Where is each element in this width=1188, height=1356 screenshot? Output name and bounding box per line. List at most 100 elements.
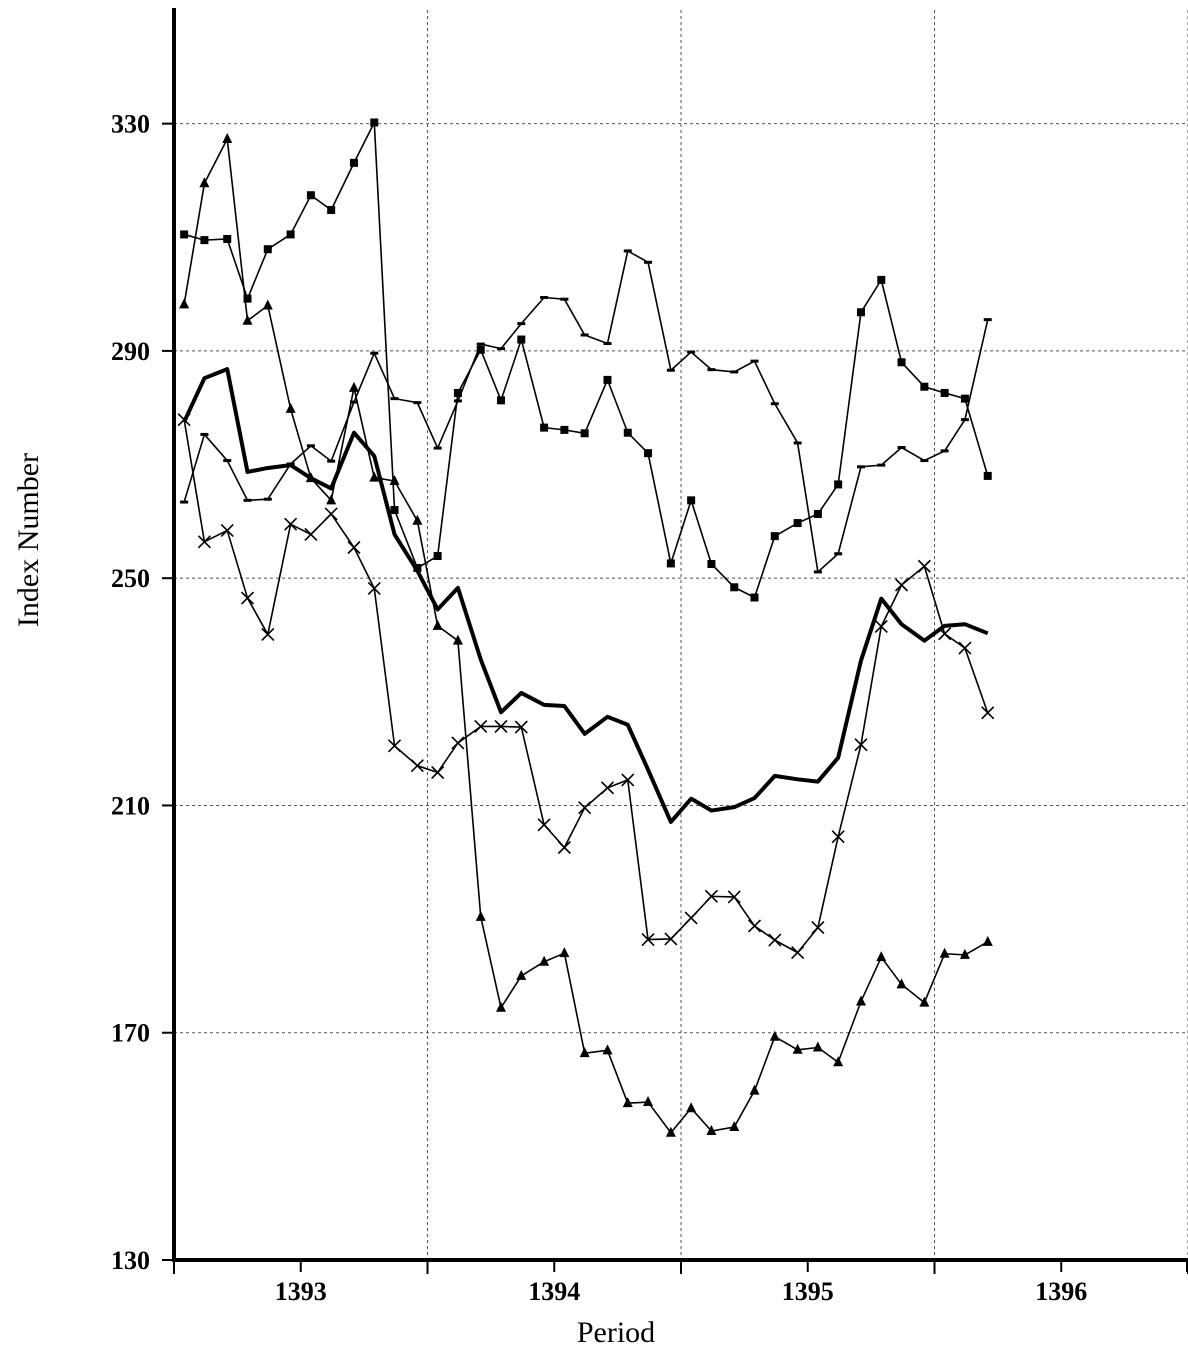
y-tick-label: 130	[111, 1246, 150, 1275]
data-point-triangle	[919, 996, 930, 1007]
data-point-x	[768, 933, 782, 947]
data-point-x	[684, 911, 698, 925]
data-point-x	[261, 627, 275, 641]
data-point-dash	[983, 318, 992, 322]
data-point-x	[347, 540, 361, 555]
data-point-square	[390, 506, 399, 514]
data-point-square	[623, 428, 632, 437]
x-tick-label: 1396	[1035, 1277, 1087, 1306]
data-point-x	[854, 738, 868, 752]
data-point-dash	[476, 342, 485, 346]
data-point-x	[811, 921, 825, 935]
data-point-triangle	[769, 1030, 780, 1041]
data-point-x	[894, 578, 909, 592]
data-point-x	[431, 765, 445, 780]
y-tick-label: 210	[111, 791, 150, 820]
data-point-triangle	[199, 177, 210, 188]
data-point-square	[433, 552, 442, 561]
data-point-square	[750, 593, 759, 602]
data-point-square	[180, 230, 189, 239]
data-point-square	[286, 230, 295, 239]
data-point-x	[641, 932, 655, 947]
data-point-square	[476, 345, 485, 354]
x-tick-label: 1394	[528, 1277, 580, 1306]
data-point-dash	[517, 322, 526, 326]
data-point-dash	[497, 347, 506, 351]
data-point-dash	[770, 402, 779, 406]
data-point-square	[960, 394, 969, 403]
data-point-dash	[560, 297, 569, 301]
y-tick-label: 170	[111, 1019, 150, 1048]
data-point-square	[770, 532, 779, 541]
data-point-triangle	[939, 947, 950, 958]
data-point-square	[370, 118, 379, 127]
data-point-x	[474, 719, 488, 734]
data-point-dash	[897, 446, 906, 449]
data-point-dash	[327, 459, 336, 463]
data-point-x	[664, 932, 678, 946]
data-point-triangle	[749, 1084, 760, 1095]
data-point-x	[304, 527, 318, 541]
data-point-triangle	[326, 494, 337, 505]
data-point-x	[514, 720, 528, 734]
data-point-square	[243, 294, 252, 303]
data-point-square	[263, 245, 272, 254]
data-point-square	[644, 449, 653, 458]
data-point-square	[983, 471, 992, 480]
data-point-x	[727, 890, 741, 904]
series-lines	[177, 118, 995, 1137]
data-point-dash	[856, 465, 865, 469]
data-point-square	[877, 275, 886, 284]
data-point-triangle	[242, 314, 253, 325]
axes: 130 170 210 250 290 330 1393 1394 1395 1396	[111, 8, 1188, 1306]
data-point-dash	[940, 449, 949, 453]
data-point-triangle	[475, 910, 486, 921]
data-point-dash	[200, 432, 209, 436]
data-point-square	[497, 396, 506, 405]
data-point-dash	[603, 342, 612, 346]
data-point-dash	[666, 368, 675, 372]
y-tick-label: 290	[111, 337, 150, 366]
data-point-triangle	[496, 1001, 507, 1012]
data-point-triangle	[982, 935, 993, 946]
data-point-x	[831, 830, 845, 844]
data-point-dash	[730, 370, 739, 374]
data-point-square	[540, 423, 549, 432]
data-point-x	[284, 517, 298, 531]
data-point-triangle	[706, 1125, 717, 1136]
series-line	[183, 121, 989, 599]
data-point-triangle	[876, 951, 887, 962]
data-point-dash	[750, 359, 759, 363]
data-point-dash	[243, 498, 252, 502]
series-1	[180, 118, 992, 602]
data-point-triangle	[539, 955, 550, 966]
data-point-triangle	[285, 402, 296, 413]
y-tick-label: 330	[111, 110, 150, 139]
data-point-triangle	[516, 969, 527, 980]
data-point-triangle	[222, 132, 233, 143]
data-point-square	[834, 480, 843, 489]
data-point-x	[621, 773, 635, 787]
x-tick-label: 1395	[782, 1277, 834, 1306]
data-point-x	[874, 619, 888, 634]
data-point-square	[687, 496, 696, 505]
data-point-square	[707, 559, 716, 568]
data-point-dash	[223, 459, 232, 463]
data-point-square	[940, 388, 949, 397]
data-point-dash	[540, 296, 549, 299]
data-point-square	[730, 583, 739, 592]
data-point-x	[451, 736, 465, 750]
data-point-triangle	[812, 1041, 823, 1052]
data-point-x	[240, 591, 255, 605]
data-point-dash	[306, 444, 315, 448]
data-point-dash	[877, 463, 886, 467]
data-point-dash	[390, 397, 399, 401]
data-point-triangle	[959, 948, 970, 959]
data-point-x	[220, 523, 234, 538]
data-point-dash	[960, 418, 969, 422]
data-point-triangle	[348, 381, 359, 392]
data-point-x	[494, 719, 508, 734]
data-point-dash	[623, 249, 632, 253]
data-point-dash	[263, 497, 272, 501]
